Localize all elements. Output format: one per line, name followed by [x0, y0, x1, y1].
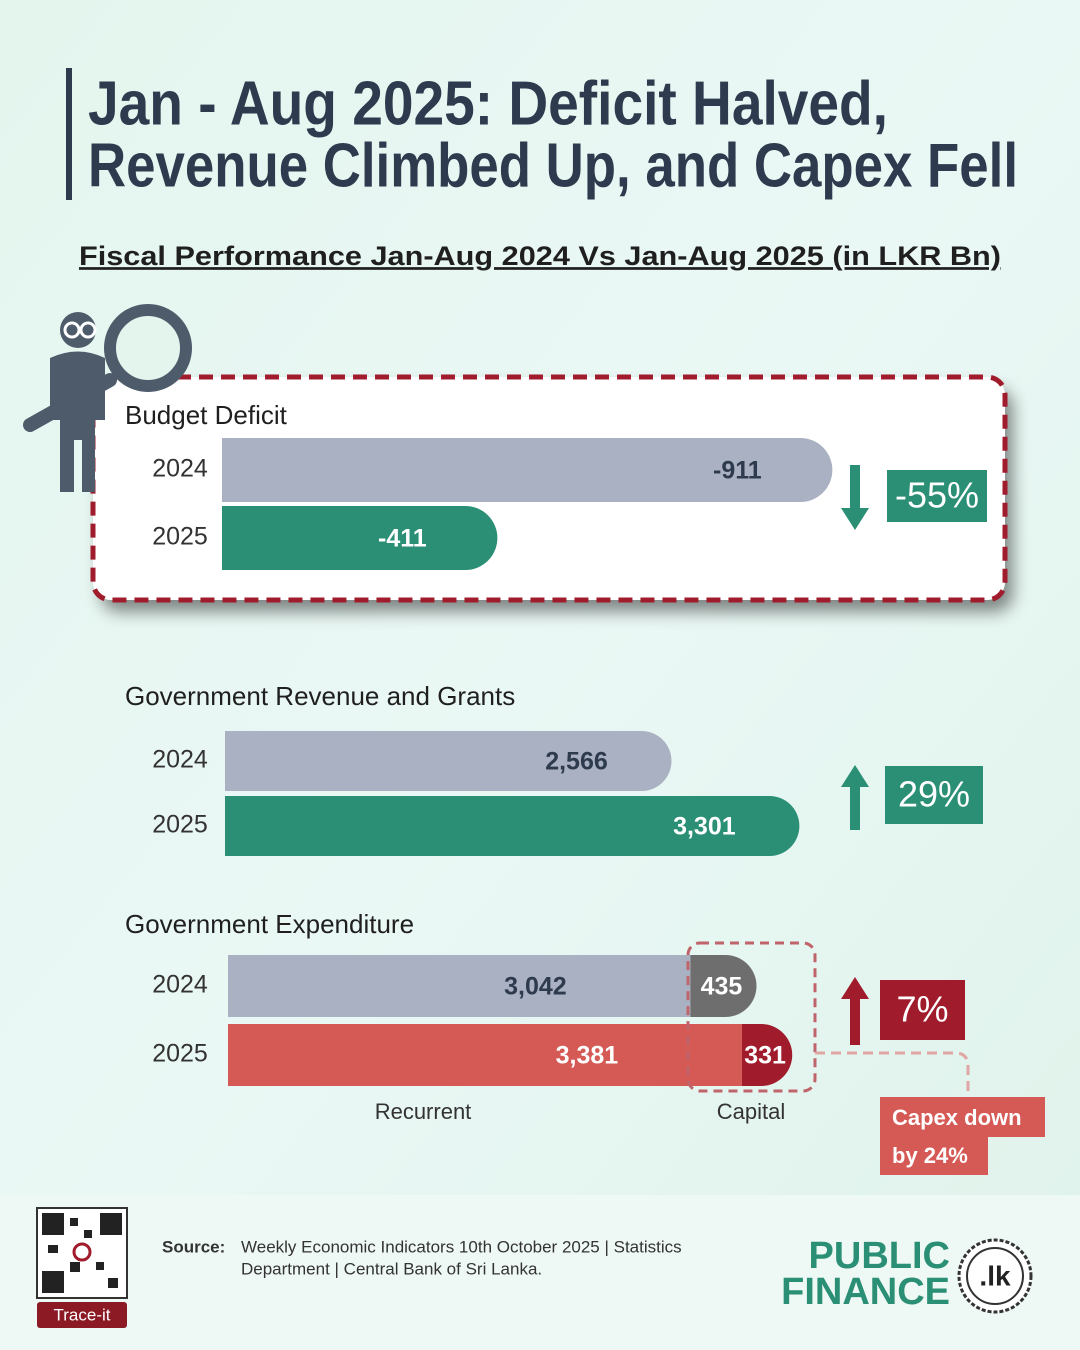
chart-title: Budget Deficit	[125, 400, 288, 430]
note-text: by 24%	[892, 1143, 968, 1168]
note-box	[880, 1135, 988, 1175]
value-label: -911	[713, 457, 762, 485]
change-box	[880, 980, 965, 1040]
bar	[222, 506, 498, 570]
change-box	[885, 766, 983, 824]
note-text: Capex down	[892, 1105, 1022, 1130]
category-label: 2024	[152, 746, 208, 774]
category-label: 2025	[152, 1040, 208, 1068]
trend-arrow	[841, 765, 869, 830]
category-label: 2025	[152, 811, 208, 839]
legend-label: Capital	[717, 1099, 785, 1124]
logo-seal	[957, 1238, 1033, 1314]
note-box	[880, 1097, 1045, 1137]
value-label: 331	[744, 1042, 786, 1070]
subtitle: Fiscal Performance Jan-Aug 2024 Vs Jan-A…	[79, 241, 1001, 271]
note-connector	[815, 1051, 970, 1097]
value-label: -411	[378, 525, 427, 553]
value-label: 3,301	[673, 813, 736, 841]
qr-code	[36, 1207, 128, 1328]
logo-text: PUBLIC	[809, 1235, 950, 1277]
logo-seal-inner	[966, 1247, 1024, 1305]
change-label: -55%	[895, 475, 979, 516]
logo-seal-text: .lk	[979, 1260, 1011, 1291]
source-label: Source:	[162, 1237, 225, 1256]
charts: Budget Deficit 2024 -911 2025 -411 -55% Govern…	[125, 400, 1045, 1175]
chart-title: Government Expenditure	[125, 909, 414, 939]
bar	[225, 796, 800, 856]
category-label: 2024	[152, 971, 208, 999]
legend-label: Recurrent	[375, 1099, 472, 1124]
bar-segment	[228, 1024, 742, 1086]
category-label: 2024	[152, 455, 208, 483]
detective-icon	[23, 304, 192, 492]
change-label: 7%	[896, 989, 948, 1030]
source-text: Department | Central Bank of Sri Lanka.	[241, 1259, 542, 1278]
change-label: 29%	[898, 774, 970, 815]
qr-label: Trace-it	[54, 1305, 111, 1324]
title-line: Revenue Climbed Up, and Capex Fell	[88, 131, 1018, 200]
title-bar	[66, 68, 72, 200]
value-label: 435	[701, 973, 743, 1001]
value-label: 3,381	[556, 1042, 619, 1070]
category-label: 2025	[152, 523, 208, 551]
source-text: Weekly Economic Indicators 10th October …	[241, 1237, 682, 1256]
change-box	[887, 470, 987, 522]
bar-segment	[690, 955, 757, 1017]
bar-segment	[228, 955, 691, 1017]
trend-arrow	[841, 465, 869, 530]
chart-title: Government Revenue and Grants	[125, 681, 515, 711]
capital-highlight	[686, 941, 817, 1093]
value-label: 2,566	[545, 748, 608, 776]
trend-arrow	[841, 977, 869, 1045]
logo-text: FINANCE	[781, 1271, 950, 1313]
value-label: 3,042	[504, 973, 567, 1001]
footer-band	[0, 1195, 1080, 1350]
bar	[225, 731, 672, 791]
title-line: Jan - Aug 2025: Deficit Halved,	[88, 69, 888, 138]
bar	[222, 438, 833, 502]
bar-segment	[741, 1024, 793, 1086]
